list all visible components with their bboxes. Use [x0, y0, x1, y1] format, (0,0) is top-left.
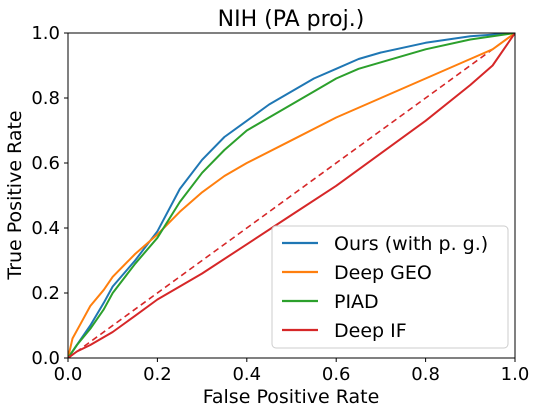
x-tick-label: 1.0 [501, 364, 530, 385]
chance-reference-line [68, 33, 515, 358]
legend-label: Ours (with p. g.) [334, 233, 488, 255]
y-tick-label: 0.0 [31, 348, 60, 369]
y-tick-label: 0.2 [31, 283, 60, 304]
x-tick-label: 0.6 [322, 364, 351, 385]
series-line-ours-with-p-g [68, 33, 515, 358]
legend-label: Deep GEO [334, 262, 432, 284]
plot-frame [67, 32, 516, 359]
legend-box [271, 225, 509, 349]
y-tick-label: 0.8 [31, 88, 60, 109]
x-axis-label: False Positive Rate [203, 386, 380, 408]
x-tick-label: 0.0 [54, 364, 83, 385]
y-tick-label: 0.4 [31, 218, 60, 239]
chart-title: NIH (PA proj.) [218, 7, 365, 32]
legend-label: PIAD [334, 291, 379, 313]
x-tick-label: 0.4 [232, 364, 261, 385]
x-tick-label: 0.8 [411, 364, 440, 385]
series-line-deep-geo [68, 33, 515, 358]
y-tick-label: 0.6 [31, 153, 60, 174]
series-line-piad [68, 33, 515, 358]
y-tick-label: 1.0 [31, 23, 60, 44]
series-line-deep-if [68, 33, 515, 358]
legend-label: Deep IF [334, 320, 407, 342]
legend: Ours (with p. g.) Deep GEO PIAD Deep IF [271, 225, 509, 349]
y-axis-label: True Positive Rate [4, 110, 26, 280]
x-tick-label: 0.2 [143, 364, 172, 385]
